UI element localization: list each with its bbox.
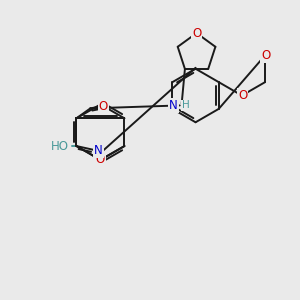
Text: HO: HO <box>50 140 68 152</box>
Text: O: O <box>192 27 201 40</box>
Text: O: O <box>99 100 108 113</box>
Text: O: O <box>238 89 248 102</box>
Text: O: O <box>96 153 105 167</box>
Text: N: N <box>169 99 178 112</box>
Text: O: O <box>261 49 271 62</box>
Text: N: N <box>94 145 103 158</box>
Text: H: H <box>182 100 190 110</box>
